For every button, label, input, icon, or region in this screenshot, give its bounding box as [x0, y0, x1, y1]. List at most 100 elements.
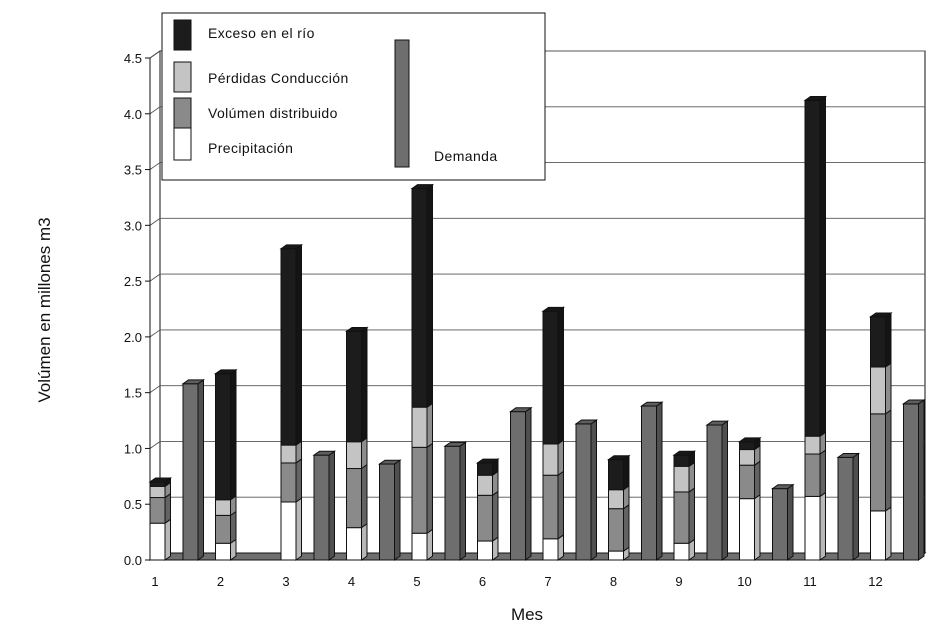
y-tick-label: 3.5: [124, 163, 142, 178]
bar-Exceso en el río-top: [672, 450, 697, 456]
bar-Precipitación: [411, 532, 428, 561]
bar-Exceso en el río-top: [213, 369, 238, 375]
x-tick-label: 12: [868, 574, 882, 589]
bar-Volúmen distribuido: [477, 494, 493, 542]
demand-bar: [837, 456, 854, 561]
demand-bar: [772, 488, 788, 561]
bar-Volúmen distribuido-side: [754, 460, 761, 500]
bar-Exceso en el río-side: [819, 95, 826, 438]
bar-Precipitación: [346, 527, 362, 561]
demand-bar: [575, 423, 592, 561]
legend-label-demanda: Demanda: [434, 148, 498, 164]
x-tick-labels: 1 2 3 4 5 6 7 8 9 10 11 12: [151, 574, 882, 589]
legend: Exceso en el río Pérdidas Conducción Vol…: [161, 12, 546, 181]
legend-label-perdidas: Pérdidas Conducción: [208, 70, 349, 86]
bar-Precipitación: [477, 540, 493, 561]
bar-Precipitación: [804, 495, 821, 561]
bar-Exceso en el río: [411, 188, 428, 408]
bar-Pérdidas Conducción: [411, 406, 428, 448]
x-tick-label: 11: [803, 574, 817, 589]
demand-bar-side: [721, 420, 728, 561]
bar-Exceso en el río: [149, 481, 166, 487]
x-tick-label: 1: [151, 574, 158, 589]
demand-bar: [706, 424, 723, 561]
bar-Exceso en el río-top: [737, 437, 762, 443]
x-tick-label: 8: [610, 574, 617, 589]
bar-Precipitación-side: [361, 522, 368, 561]
demand-bar-side: [328, 450, 335, 561]
x-tick-label: 3: [282, 574, 289, 589]
bar-Precipitación: [542, 538, 559, 561]
bar-Exceso en el río-top: [475, 458, 500, 464]
demand-bar-side: [197, 378, 204, 561]
demand-bar: [182, 383, 199, 561]
bar-Exceso en el río-top: [803, 96, 828, 101]
bar-Pérdidas Conducción: [149, 485, 166, 499]
bar-Precipitación: [149, 522, 166, 561]
y-tick-label: 2.0: [124, 330, 142, 345]
gridline: [149, 440, 925, 449]
bar-Exceso en el río-top: [410, 184, 435, 190]
demand-bar-side: [787, 483, 794, 561]
bar-Precipitación-side: [295, 497, 302, 561]
demand-bar-top: [443, 441, 468, 447]
bars-layer: [148, 95, 926, 561]
bar-Volúmen distribuido-side: [361, 463, 368, 529]
bar-Pérdidas Conducción: [346, 441, 362, 470]
gridline: [149, 385, 925, 394]
x-tick-label: 6: [479, 574, 486, 589]
y-tick-label: 2.5: [124, 274, 142, 289]
demand-bar-top: [705, 420, 730, 426]
bar-Exceso en el río-side: [623, 454, 630, 491]
bar-Pérdidas Conducción-side: [885, 362, 892, 415]
gridline: [149, 273, 925, 282]
legend-swatch-volumen: [173, 97, 192, 129]
bar-Volúmen distribuido: [411, 446, 428, 534]
demand-bar: [510, 411, 526, 561]
gridline: [149, 106, 925, 115]
bar-Exceso en el río-top: [541, 306, 566, 312]
bar-Volúmen distribuido-side: [819, 449, 826, 498]
bar-Pérdidas Conducción-side: [688, 461, 695, 493]
bar-Volúmen distribuido-side: [426, 442, 433, 535]
bar-Pérdidas Conducción: [542, 443, 559, 476]
bar-Volúmen distribuido: [739, 464, 755, 500]
bar-Volúmen distribuido: [608, 508, 624, 552]
x-tick-label: 10: [737, 574, 751, 589]
x-tick-label: 7: [544, 574, 551, 589]
bar-Exceso en el río-side: [295, 243, 302, 447]
bar-Exceso en el río: [804, 99, 821, 437]
demand-bar-top: [639, 401, 664, 407]
bar-Pérdidas Conducción-side: [426, 402, 433, 449]
demand-bar: [903, 403, 919, 561]
bar-Exceso en el río: [542, 310, 559, 445]
bar-Exceso en el río-side: [885, 311, 892, 368]
bar-Precipitación-side: [426, 528, 433, 561]
x-tick-label: 2: [217, 574, 224, 589]
demand-bar-side: [459, 441, 466, 561]
gridline: [149, 50, 925, 59]
bar-Volúmen distribuido-side: [295, 458, 302, 503]
bar-Volúmen distribuido-side: [164, 492, 171, 525]
legend-swatch-exceso: [173, 19, 192, 51]
legend-box: [161, 12, 546, 181]
bar-Exceso en el río: [673, 454, 690, 467]
y-tick-label: 4.5: [124, 51, 142, 66]
bar-Volúmen distribuido: [870, 413, 886, 512]
bar-Exceso en el río-top: [279, 244, 304, 250]
bar-Pérdidas Conducción: [280, 444, 297, 464]
demand-bar-side: [525, 406, 532, 561]
bar-Pérdidas Conducción-side: [557, 439, 564, 477]
bar-Volúmen distribuido-side: [688, 487, 695, 545]
demand-bar-top: [312, 450, 337, 456]
bar-Volúmen distribuido: [346, 468, 362, 529]
bar-Precipitación-side: [885, 506, 892, 561]
bar-Precipitación: [215, 542, 231, 561]
bar-Precipitación: [673, 542, 690, 561]
legend-swatch-perdidas: [173, 61, 192, 93]
bar-Exceso en el río-side: [361, 326, 368, 443]
demand-bar: [313, 454, 330, 561]
y-axis-title: Volúmen en millones m3: [35, 217, 54, 402]
bar-Exceso en el río: [477, 462, 493, 476]
